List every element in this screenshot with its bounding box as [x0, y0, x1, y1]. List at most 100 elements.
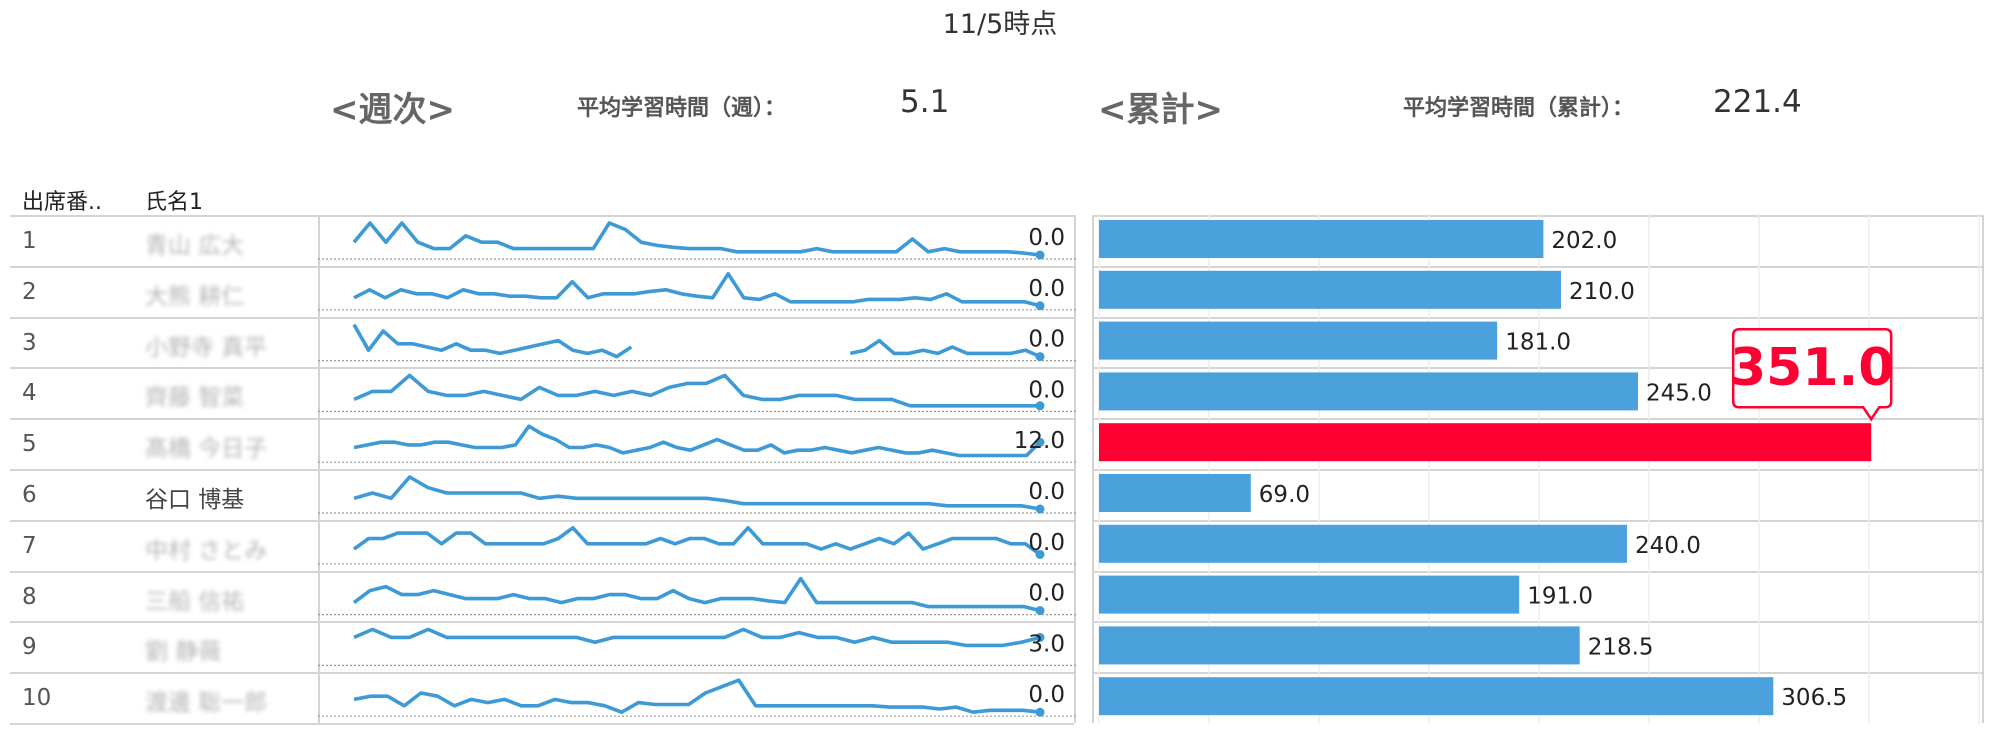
sparkline-end-point[interactable]	[1035, 301, 1045, 311]
column-header-number[interactable]: 出席番..	[22, 190, 102, 215]
weekly-avg-value: 5.1	[900, 84, 950, 120]
row-divider	[10, 367, 1074, 370]
weekly-value-label: 0.0	[1028, 377, 1065, 403]
row-divider	[10, 621, 1074, 624]
weekly-value-label: 0.0	[1028, 225, 1065, 251]
bar[interactable]	[1099, 220, 1544, 258]
bar-panel-right-border	[1982, 215, 1984, 723]
row-divider	[10, 265, 1074, 268]
student-name: 小野寺 真平	[145, 334, 268, 361]
name-column-divider	[318, 215, 320, 723]
bar-row-divider	[1092, 672, 1982, 675]
row-number: 6	[22, 482, 37, 508]
bar-row-divider	[1092, 519, 1982, 522]
sparkline-line	[353, 424, 1042, 458]
sparkline-line	[353, 272, 1041, 308]
row-number: 7	[22, 532, 37, 559]
weekly-value-label: 0.0	[1028, 276, 1065, 302]
student-name: 大熊 耕仁	[145, 283, 245, 310]
bar-value-label: 306.5	[1781, 685, 1847, 711]
table-bottom-border	[10, 723, 1074, 725]
bar-value-label: 210.0	[1569, 279, 1635, 305]
bar-row-divider	[1092, 469, 1982, 471]
sparkline-row: 0.0	[318, 678, 1078, 717]
spark-column-right-border	[1074, 215, 1076, 723]
row-number: 3	[22, 329, 37, 356]
row-number: 8	[22, 583, 37, 610]
column-header-name[interactable]: 氏名1	[145, 190, 203, 215]
row-divider	[10, 316, 1074, 319]
sparkline-end-point[interactable]	[1035, 632, 1045, 642]
highlight-callout-box	[1731, 327, 1893, 422]
bar-value-label: 202.0	[1551, 228, 1617, 254]
bar-value-label: 218.5	[1588, 634, 1654, 660]
cumulative-avg-value: 221.4	[1713, 84, 1802, 120]
sparkline-end-point[interactable]	[1035, 250, 1045, 260]
sparkline-line	[352, 526, 1042, 556]
bar-value-label: 69.0	[1259, 482, 1310, 508]
sparkline-line	[352, 576, 1041, 613]
row-number: 1	[22, 228, 37, 254]
sparkline-row: 0.0	[318, 475, 1078, 514]
bar-row-divider	[1092, 570, 1982, 573]
bar[interactable]	[1099, 677, 1774, 716]
row-divider	[10, 215, 1074, 217]
sparkline-end-point[interactable]	[1035, 401, 1045, 411]
sparkline-end-point[interactable]	[1035, 606, 1045, 616]
bar-value-label: 181.0	[1505, 330, 1571, 356]
row-divider	[10, 672, 1074, 675]
bar[interactable]	[1099, 575, 1520, 614]
row-number: 4	[22, 380, 37, 407]
sparkline-end-point[interactable]	[1035, 549, 1045, 559]
bar-row-divider	[1092, 621, 1982, 624]
highlight-callout-value: 351.0	[1730, 338, 1894, 398]
sparkline-row: 0.0	[318, 526, 1078, 565]
cumulative-bar-chart: 202.0 210.0 181.0 245.0 351.0 69.0 240.0 191.0 2…	[1098, 214, 1980, 724]
bar[interactable]	[1099, 321, 1498, 360]
weekly-value-label: 12.0	[1014, 428, 1065, 454]
student-name: 齊藤 智菜	[145, 385, 245, 412]
sparkline-end-point[interactable]	[1035, 707, 1045, 717]
bar-row-divider	[1092, 367, 1982, 370]
row-divider	[10, 469, 1074, 471]
sparkline-row: 0.0	[318, 272, 1078, 311]
sparkline-end-point[interactable]	[1035, 437, 1045, 447]
weekly-value-label: 0.0	[1028, 479, 1065, 505]
student-name: 髙橋 今日子	[145, 436, 268, 463]
student-name: 三船 信祐	[145, 588, 245, 615]
sparkline-row: 0.0	[318, 576, 1078, 616]
sparkline-row: 12.0	[318, 424, 1078, 463]
student-name: 青山 広大	[145, 233, 245, 259]
weekly-section-title: <週次>	[330, 90, 455, 130]
weekly-sparkline-chart: 0.0 0.0 0.0 0.0 12.0 0.0 0.0 0.0 3.0 0.0	[318, 221, 1078, 717]
bar-row-divider	[1092, 418, 1982, 421]
cumulative-section-title: <累計>	[1098, 90, 1223, 130]
weekly-avg-label: 平均学習時間（週）：	[577, 96, 787, 121]
sparkline-line	[352, 221, 1041, 257]
row-number: 9	[22, 634, 37, 661]
row-divider	[10, 418, 1074, 421]
bar-panel-left-border	[1092, 215, 1094, 723]
weekly-value-label: 0.0	[1028, 682, 1065, 708]
sparkline-line	[353, 678, 1041, 714]
bar[interactable]	[1099, 372, 1638, 411]
student-name: 渡邊 聡一郎	[145, 690, 268, 717]
sparkline-end-point[interactable]	[1035, 352, 1045, 362]
sparkline-row: 0.0	[318, 323, 1078, 362]
bar-highlighted[interactable]	[1099, 423, 1872, 462]
weekly-value-label: 0.0	[1028, 581, 1065, 607]
bar[interactable]	[1099, 524, 1627, 563]
bar-row-divider	[1092, 265, 1982, 268]
row-divider	[10, 519, 1074, 522]
sparkline-end-point[interactable]	[1035, 504, 1045, 514]
bar[interactable]	[1099, 474, 1251, 512]
bar[interactable]	[1099, 270, 1561, 309]
bar-value-label: 240.0	[1635, 533, 1701, 559]
sparkline-row: 0.0	[318, 373, 1078, 412]
bar-row-divider	[1092, 316, 1982, 319]
sparkline-line	[353, 627, 1041, 648]
student-name: 劉 静薇	[145, 639, 222, 666]
weekly-value-label: 0.0	[1028, 530, 1065, 556]
student-name: 谷口 博基	[145, 487, 245, 513]
bar[interactable]	[1099, 626, 1580, 665]
